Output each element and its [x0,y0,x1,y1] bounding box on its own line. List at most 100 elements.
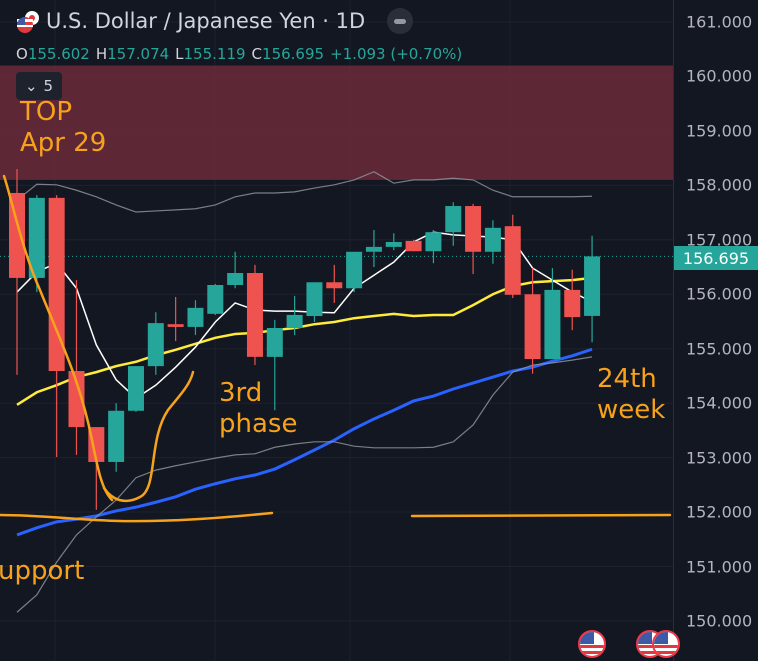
candle-body [246,273,263,357]
drawing-support-line [410,513,672,518]
y-tick-label: 161.000 [686,12,753,32]
y-tick-label: 152.000 [686,502,753,522]
chevron-down-icon: ⌄ [24,77,38,95]
candle-body [425,232,442,252]
candle-up[interactable] [266,319,283,411]
band-upper-line [16,171,593,213]
hand-drawings [0,174,672,523]
annotation-top-line1: TOP [20,97,73,127]
low-label: L [175,45,184,63]
candle-body [544,289,561,360]
candle-down[interactable] [405,239,422,252]
candle-down[interactable] [504,214,521,299]
candle-down[interactable] [167,296,184,342]
open-value: 155.602 [27,45,90,63]
candle-body [524,294,541,360]
annotation-week-line2: week [597,395,666,425]
hide-button[interactable] [387,8,414,34]
symbol-title[interactable]: U.S. Dollar / Japanese Yen · 1D [46,9,366,33]
annotation-phase-line2: phase [219,409,298,439]
candle-down[interactable] [68,280,85,455]
candle-up[interactable] [365,229,382,268]
annotation-support[interactable]: upport [0,556,85,586]
indicators-toggle-button[interactable]: ⌄ 5 [16,72,62,100]
y-tick-label: 153.000 [686,448,753,468]
candle-up[interactable] [227,251,244,289]
candle-body [405,240,422,252]
us-economic-event-flag-icon[interactable] [652,630,680,658]
low-value: 155.119 [183,45,246,63]
candle-down[interactable] [246,264,263,366]
annotation-phase[interactable]: 3rd phase [219,378,297,440]
open-label: O [16,45,28,63]
candle-up[interactable] [346,251,363,293]
candle-down[interactable] [465,203,482,275]
symbol-header: U.S. Dollar / Japanese Yen · 1D [16,8,414,34]
candle-body [385,241,402,247]
candle-body [306,282,323,317]
candle-up[interactable] [445,202,462,246]
candle-down[interactable] [564,269,581,331]
minus-icon [394,18,407,24]
candle-body [9,192,25,278]
candle-down[interactable] [326,264,343,303]
y-tick-label: 160.000 [686,66,753,86]
candle-up[interactable] [544,268,561,360]
candle-body [187,307,204,327]
annotation-top[interactable]: TOP Apr 29 [20,97,106,159]
ma-blue-line [16,347,593,537]
annotation-phase-line1: 3rd [219,378,263,408]
price-chart[interactable] [0,0,673,661]
candle-down[interactable] [524,268,541,374]
candle-up[interactable] [28,195,45,293]
candle-body [564,289,581,318]
candles [9,169,601,510]
us-economic-event-flag-icon[interactable] [578,630,606,658]
price-axis-divider [673,0,674,661]
annotation-top-line2: Apr 29 [20,128,107,158]
annotation-week-line1: 24th [597,364,657,394]
high-value: 157.074 [107,45,170,63]
candle-down[interactable] [9,169,25,375]
resistance-zone [0,65,673,180]
candle-down[interactable] [48,195,65,458]
candle-up[interactable] [108,403,125,472]
candle-body [48,197,65,372]
annotation-week[interactable]: 24th week [597,364,665,426]
indicator-count: 5 [43,77,54,95]
close-label: C [251,45,263,63]
candle-up[interactable] [425,229,442,264]
candle-body [484,227,501,252]
drawing-bowl-curve [102,370,195,503]
candle-body [127,366,144,411]
drawing-decline-curve [2,174,114,502]
candle-body [465,206,482,252]
close-value: 156.695 [262,45,325,63]
candle-body [227,273,244,285]
y-tick-label: 150.000 [686,611,753,631]
ohlc-readout: O155.602 H157.074 L155.119 C156.695 +1.0… [16,45,462,63]
y-tick-label: 155.000 [686,339,753,359]
candle-up[interactable] [127,366,144,412]
candle-up[interactable] [147,312,164,375]
candle-up[interactable] [286,295,303,336]
candle-body [326,282,343,289]
candle-up[interactable] [584,235,601,343]
candle-up[interactable] [207,283,224,315]
y-tick-label: 151.000 [686,557,753,576]
candle-up[interactable] [385,233,402,251]
candle-body [108,410,125,462]
candle-up[interactable] [484,220,501,264]
candle-body [445,206,462,233]
change-value: +1.093 (+0.70%) [330,45,463,63]
candle-body [286,314,303,329]
candle-up[interactable] [187,300,204,336]
band-lower-line [16,356,593,613]
candle-body [266,328,283,357]
candle-body [346,251,363,289]
candle-body [147,323,164,367]
y-tick-label: 154.000 [686,393,753,413]
candle-up[interactable] [306,282,323,323]
last-price-tag: 156.695 [674,246,758,270]
candle-body [504,226,521,295]
